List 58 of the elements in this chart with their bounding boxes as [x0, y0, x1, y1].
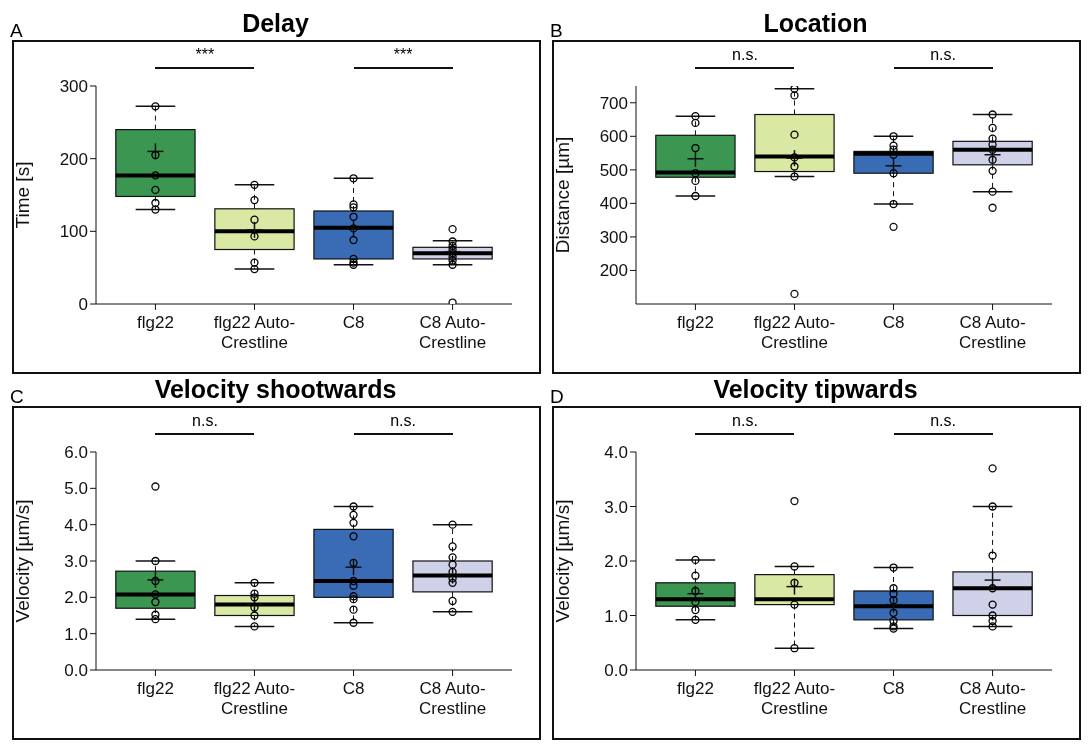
y-tick-label: 2.0 [604, 552, 628, 572]
text: n.s. [191, 412, 219, 430]
chart-title: Velocity tipwards [713, 375, 918, 403]
chart-title: Velocity shootwards [154, 375, 397, 403]
y-tick-label: 1.0 [64, 624, 88, 644]
x-tick-label: C8 [342, 313, 365, 332]
y-tick-label: 100 [59, 222, 88, 242]
x-tick-label: C8 [882, 679, 905, 698]
chart-title: Location [763, 9, 868, 37]
text: A [10, 20, 23, 42]
y-tick-label: 3.0 [604, 497, 628, 517]
x-tick-label: flg22 Auto-Crestline [213, 679, 296, 718]
y-tick-label: 6.0 [64, 443, 88, 463]
y-tick-label: 200 [59, 149, 88, 169]
x-tick-label: flg22 [676, 313, 714, 332]
y-tick-label: 5.0 [64, 479, 88, 499]
text: n.s. [929, 412, 957, 430]
x-tick-label: flg22 [136, 313, 174, 332]
x-tick-label: flg22 [136, 679, 174, 698]
text: n.s. [929, 46, 957, 64]
y-tick-label: 2.0 [64, 588, 88, 608]
y-tick-label: 400 [599, 194, 628, 214]
x-tick-label: C8 Auto-Crestline [959, 313, 1027, 352]
chart-title: Delay [242, 9, 309, 37]
text: *** [392, 46, 414, 64]
y-axis-title: Distance [µm] [551, 136, 573, 254]
y-tick-label: 300 [599, 227, 628, 247]
text: B [550, 20, 563, 42]
text: n.s. [731, 46, 759, 64]
x-tick-label: C8 [342, 679, 365, 698]
y-axis-title: Velocity [µm/s] [11, 499, 33, 623]
text: C [10, 386, 24, 408]
x-tick-label: flg22 Auto-Crestline [753, 313, 836, 352]
x-tick-label: flg22 [676, 679, 714, 698]
y-axis-title: Time [s] [11, 161, 33, 229]
x-tick-label: C8 Auto-Crestline [959, 679, 1027, 718]
y-tick-label: 200 [599, 261, 628, 281]
y-tick-label: 4.0 [64, 515, 88, 535]
text: n.s. [389, 412, 417, 430]
y-tick-label: 3.0 [64, 552, 88, 572]
text: n.s. [731, 412, 759, 430]
y-tick-label: 1.0 [604, 606, 628, 626]
x-tick-label: flg22 Auto-Crestline [753, 679, 836, 718]
y-tick-label: 0.0 [604, 661, 628, 681]
text: *** [194, 46, 216, 64]
x-tick-label: C8 Auto-Crestline [419, 679, 487, 718]
y-tick-label: 0.0 [64, 661, 88, 681]
x-tick-label: C8 [882, 313, 905, 332]
x-tick-label: C8 Auto-Crestline [419, 313, 487, 352]
text: D [550, 386, 564, 408]
y-tick-label: 4.0 [604, 443, 628, 463]
y-axis-title: Velocity [µm/s] [551, 499, 573, 623]
y-tick-label: 300 [59, 77, 88, 97]
y-tick-label: 700 [599, 93, 628, 113]
y-tick-label: 600 [599, 127, 628, 147]
y-tick-label: 500 [599, 160, 628, 180]
x-tick-label: flg22 Auto-Crestline [213, 313, 296, 352]
y-tick-label: 0 [78, 295, 88, 315]
